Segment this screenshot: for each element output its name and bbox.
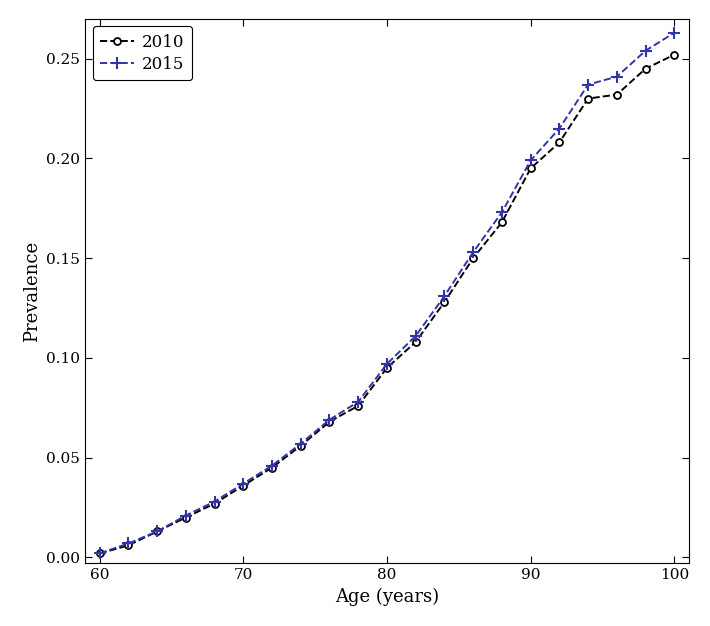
2010 <box>239 482 248 490</box>
2015 <box>153 528 161 535</box>
2015 <box>268 462 276 470</box>
2015 <box>383 360 391 367</box>
2010 <box>411 338 420 346</box>
2010 <box>124 541 133 549</box>
2015 <box>555 125 564 132</box>
2015 <box>411 332 420 340</box>
Legend: 2010, 2015: 2010, 2015 <box>93 26 192 80</box>
Y-axis label: Prevalence: Prevalence <box>23 240 40 342</box>
2015 <box>641 47 650 54</box>
2010 <box>670 51 679 58</box>
Line: 2010: 2010 <box>96 51 678 557</box>
2010 <box>526 165 535 172</box>
2010 <box>297 442 305 449</box>
2010 <box>613 91 621 98</box>
2010 <box>268 464 276 471</box>
2015 <box>440 292 449 300</box>
2015 <box>95 550 104 557</box>
2010 <box>210 500 219 507</box>
2010 <box>354 402 363 409</box>
2015 <box>584 81 592 88</box>
2015 <box>469 249 477 256</box>
2015 <box>297 440 305 448</box>
2010 <box>584 95 592 102</box>
2010 <box>440 299 449 306</box>
X-axis label: Age (years): Age (years) <box>335 588 439 606</box>
2015 <box>526 156 535 164</box>
2010 <box>469 254 477 262</box>
2010 <box>95 550 104 557</box>
2015 <box>239 480 248 488</box>
2015 <box>498 208 506 216</box>
2015 <box>613 73 621 80</box>
2015 <box>325 416 334 424</box>
2015 <box>354 398 363 406</box>
2010 <box>153 528 161 535</box>
2010 <box>641 65 650 73</box>
2010 <box>555 139 564 146</box>
Line: 2015: 2015 <box>94 27 680 559</box>
2010 <box>182 514 190 521</box>
2010 <box>325 418 334 426</box>
2015 <box>124 540 133 547</box>
2015 <box>670 29 679 36</box>
2015 <box>182 512 190 520</box>
2015 <box>210 498 219 505</box>
2010 <box>498 218 506 226</box>
2010 <box>383 364 391 372</box>
